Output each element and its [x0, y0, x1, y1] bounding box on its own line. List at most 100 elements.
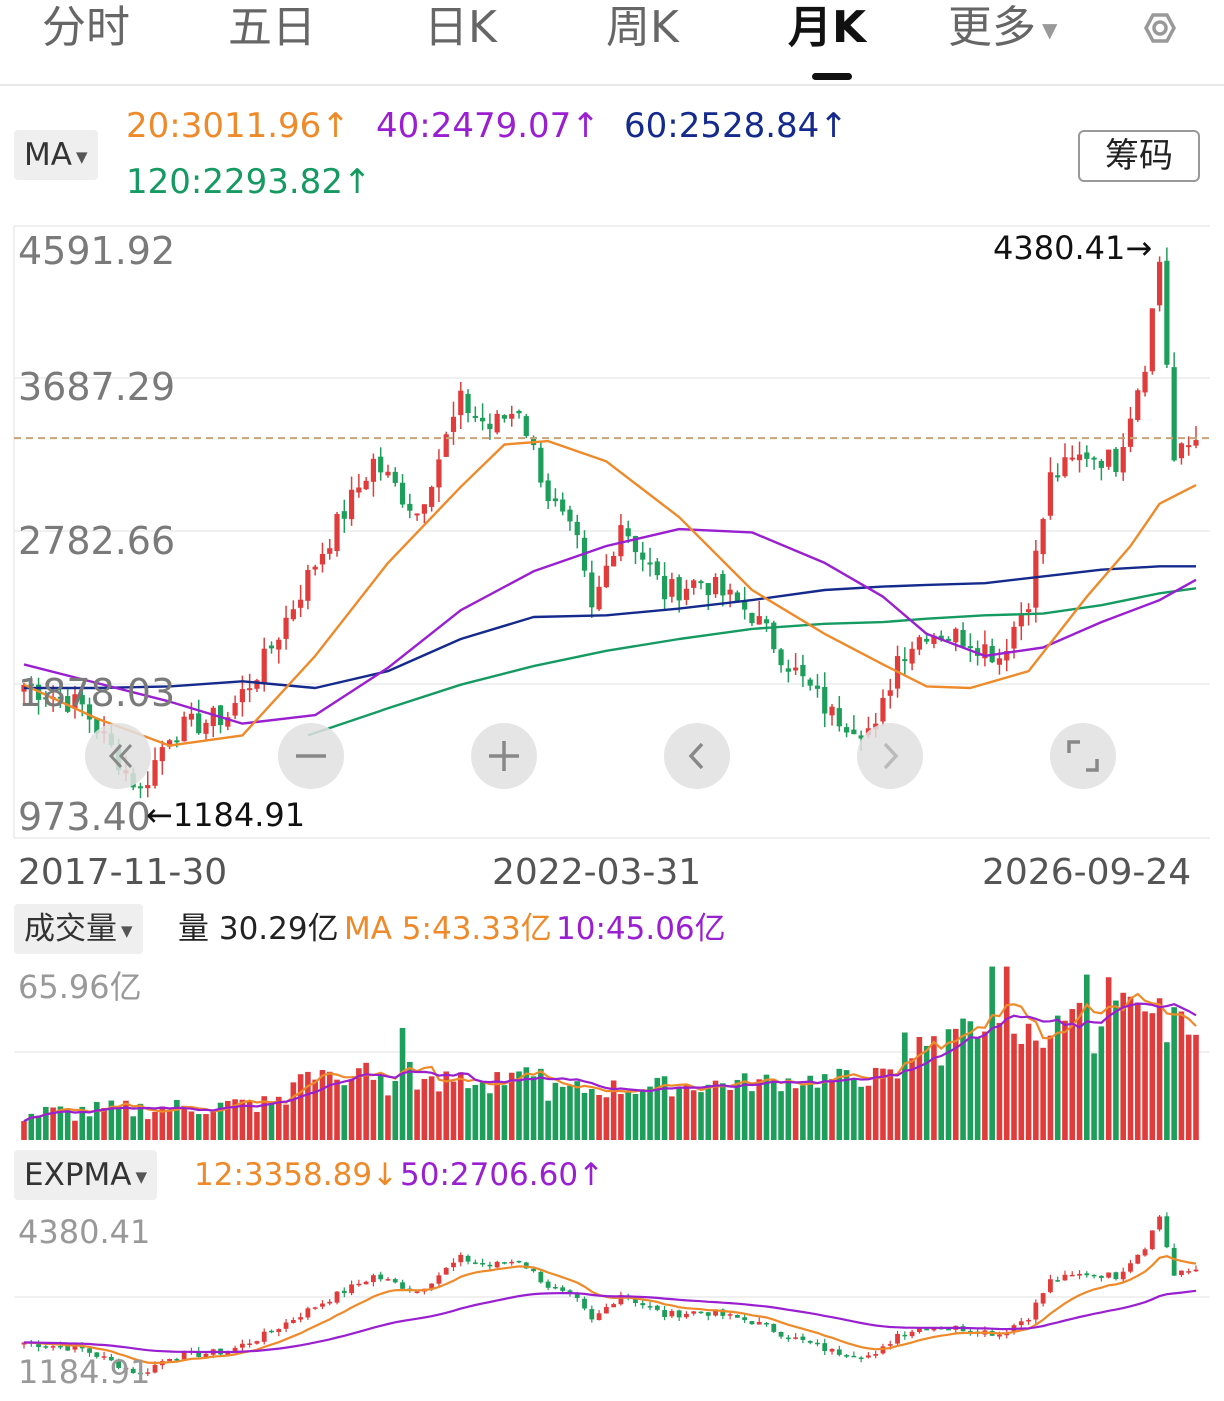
expma-candle-body: [298, 1317, 304, 1320]
expma-candle-body: [1062, 1274, 1068, 1281]
volume-bar: [1040, 1047, 1046, 1140]
candle-body: [421, 504, 427, 514]
volume-bar: [472, 1084, 479, 1140]
expma-candle-body: [633, 1298, 638, 1303]
expma-candle-body: [574, 1293, 580, 1298]
ma-indicator-select[interactable]: MA ▼: [14, 130, 98, 180]
expma-candle-body: [87, 1348, 92, 1353]
expma-candle-body: [815, 1342, 820, 1345]
candle-body: [814, 685, 821, 689]
candle-body: [276, 639, 282, 650]
expma-candle-body: [174, 1359, 180, 1361]
ema12-value: 12:3358.89: [194, 1157, 373, 1193]
expma-chart: 4380.41 1184.91: [14, 1212, 1210, 1391]
candlestick-chart[interactable]: 4591.92 3687.29 2782.66 1878.03 973.40 4…: [0, 0, 1224, 900]
gear-icon[interactable]: [1130, 0, 1190, 56]
tab-five-day[interactable]: 五日: [228, 2, 316, 53]
candle-body: [1127, 418, 1134, 447]
expma-candle-body: [1157, 1216, 1163, 1230]
volume-bar: [574, 1081, 581, 1140]
candle-body: [137, 786, 144, 789]
volume-bar: [326, 1071, 333, 1140]
candle-body: [79, 695, 85, 705]
volume-bar: [1076, 1002, 1083, 1140]
volume-bar: [210, 1110, 217, 1140]
expma-candle-body: [290, 1319, 296, 1323]
expma-candle-body: [1113, 1272, 1119, 1280]
volume-bar: [836, 1068, 843, 1140]
volume-bar: [261, 1096, 268, 1140]
tab-weekly-k[interactable]: 周K: [606, 2, 679, 53]
expma-candle-body: [349, 1284, 354, 1294]
volume-value: 量 30.29亿: [178, 911, 339, 947]
zoom-in-icon[interactable]: [471, 723, 537, 789]
expma-candle-body: [392, 1279, 398, 1283]
volume-bar: [880, 1068, 886, 1140]
volume-bar: [727, 1090, 733, 1140]
candle-body: [458, 390, 464, 416]
expma-candle-body: [509, 1261, 515, 1264]
expma-candle-body: [494, 1261, 500, 1268]
expma-candle-body: [1135, 1254, 1141, 1264]
candle-body: [931, 635, 937, 644]
ma20-value: 20:3011.96: [126, 106, 322, 146]
rewind-icon[interactable]: [85, 723, 151, 789]
expma-candle-body: [1026, 1319, 1031, 1322]
volume-bar: [152, 1111, 158, 1140]
prev-icon[interactable]: [664, 723, 730, 789]
ma60-value: 60:2528.84: [624, 106, 820, 146]
expma-candle-body: [341, 1290, 347, 1294]
volume-bar: [516, 1071, 522, 1140]
expma-candle-body: [414, 1291, 420, 1293]
expma-candle-body: [305, 1308, 311, 1318]
volume-indicator-select[interactable]: 成交量 ▼: [14, 904, 143, 954]
chips-button[interactable]: 筹码: [1078, 130, 1200, 182]
candle-body: [632, 536, 639, 553]
volume-bar: [50, 1107, 56, 1140]
expma-candle-body: [480, 1263, 486, 1265]
volume-bar: [712, 1080, 719, 1140]
candle-body: [356, 487, 362, 493]
expma-candle-body: [465, 1255, 471, 1262]
candle-body: [57, 696, 63, 699]
candle-body: [843, 727, 850, 733]
tab-monthly-k[interactable]: 月K: [788, 2, 867, 53]
expma-candle-body: [698, 1311, 704, 1314]
volume-bar: [967, 1021, 974, 1140]
fullscreen-icon[interactable]: [1050, 723, 1116, 789]
volume-bar: [57, 1106, 64, 1140]
candle-body: [1142, 371, 1148, 393]
expma-candle-body: [749, 1321, 755, 1325]
expma-indicator-select[interactable]: EXPMA ▼: [14, 1150, 158, 1200]
volume-bar: [945, 1029, 952, 1140]
next-icon[interactable]: [857, 723, 923, 789]
ma60-arrow-icon: ↑: [819, 106, 848, 146]
candle-body: [399, 482, 406, 505]
expma-candle-body: [902, 1334, 908, 1337]
tab-more[interactable]: 更多 ▼: [948, 0, 1057, 56]
volume-bar: [79, 1106, 86, 1140]
volume-bar: [341, 1085, 348, 1140]
volume-bar: [305, 1071, 311, 1140]
tab-daily-k[interactable]: 日K: [424, 2, 497, 53]
volume-bar: [93, 1101, 100, 1140]
expma-candle-body: [611, 1304, 617, 1308]
volume-bar: [865, 1085, 872, 1140]
expma-candle-body: [523, 1262, 529, 1269]
tab-intraday[interactable]: 分时: [42, 2, 130, 53]
ma20-arrow-icon: ↑: [321, 106, 350, 146]
candle-body: [778, 649, 784, 666]
volume-bar: [348, 1079, 355, 1140]
candle-body: [370, 458, 377, 482]
candle-body: [1164, 260, 1170, 365]
candle-body: [1149, 308, 1155, 372]
expma-candle-body: [101, 1356, 107, 1358]
volume-indicator-label: 成交量: [24, 911, 117, 947]
zoom-out-icon[interactable]: [278, 723, 344, 789]
ma-lines-group: [23, 439, 1197, 747]
candle-body: [501, 415, 508, 419]
volume-bar: [960, 1018, 966, 1140]
ema50-value: 50:2706.60: [400, 1157, 579, 1193]
volume-bar: [312, 1079, 318, 1140]
expma-candle-body: [676, 1310, 682, 1318]
